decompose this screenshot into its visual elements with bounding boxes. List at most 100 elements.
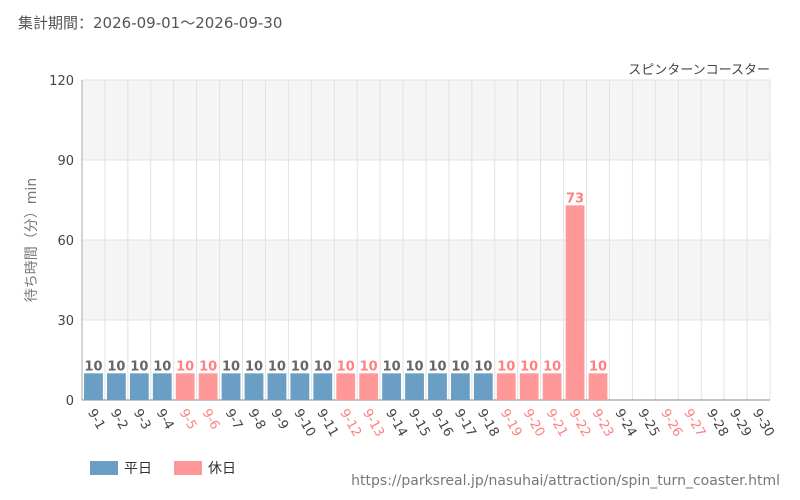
bar-9-16	[428, 373, 447, 400]
data-label-9-11: 10	[314, 359, 332, 374]
x-tick-label-9-17: 9-17	[451, 407, 479, 440]
data-label-9-19: 10	[497, 359, 515, 374]
x-tick-label-9-7: 9-7	[222, 407, 246, 433]
period-label: 集計期間：	[18, 14, 94, 32]
bar-9-9	[267, 373, 287, 400]
x-tick-label-9-14: 9-14	[382, 407, 410, 440]
y-tick-label: 120	[49, 74, 74, 89]
legend-swatch-holiday	[174, 461, 202, 475]
x-tick-label-9-4: 9-4	[153, 407, 177, 433]
x-tick-label-9-13: 9-13	[359, 407, 387, 440]
legend-label-holiday: 休日	[208, 461, 236, 477]
data-label-9-16: 10	[428, 359, 446, 374]
data-label-9-6: 10	[199, 359, 217, 374]
x-tick-label-9-30: 9-30	[749, 407, 777, 440]
data-label-9-20: 10	[520, 359, 538, 374]
x-tick-label-9-29: 9-29	[726, 407, 754, 440]
data-label-9-15: 10	[405, 359, 423, 374]
bar-9-8	[244, 373, 264, 400]
bar-9-23	[588, 373, 608, 400]
x-tick-label-9-27: 9-27	[680, 407, 708, 440]
bar-9-13	[359, 373, 379, 400]
bar-9-7	[221, 373, 241, 400]
legend-swatch-weekday	[90, 461, 118, 475]
bar-9-4	[152, 373, 172, 400]
data-label-9-2: 10	[107, 359, 125, 374]
x-tick-label-9-25: 9-25	[634, 407, 662, 440]
bar-9-2	[106, 373, 126, 400]
y-axis-label: 待ち時間（分）min	[24, 178, 40, 302]
x-tick-label-9-23: 9-23	[589, 407, 617, 440]
bar-9-6	[198, 373, 218, 400]
bar-9-12	[336, 373, 356, 400]
x-tick-label-9-3: 9-3	[130, 407, 154, 433]
x-tick-label-9-16: 9-16	[428, 407, 456, 440]
bar-9-19	[496, 373, 516, 400]
data-label-9-18: 10	[474, 359, 492, 374]
y-tick-label: 30	[57, 314, 74, 329]
source-url[interactable]: https://parksreal.jp/nasuhai/attraction/…	[351, 473, 780, 489]
data-label-9-10: 10	[291, 359, 309, 374]
x-tick-label-9-2: 9-2	[107, 407, 131, 433]
y-tick-labels: 0 30 60 90 120	[49, 74, 74, 409]
legend-label-weekday: 平日	[124, 461, 152, 477]
bar-9-14	[382, 373, 402, 400]
x-tick-label-9-21: 9-21	[543, 407, 571, 440]
data-label-9-7: 10	[222, 359, 240, 374]
bar-9-21	[542, 373, 562, 400]
bar-9-15	[405, 373, 424, 400]
x-tick-label-9-24: 9-24	[611, 407, 639, 440]
bars	[84, 205, 608, 400]
data-label-9-23: 10	[589, 359, 607, 374]
x-tick-label-9-12: 9-12	[336, 407, 364, 440]
bar-9-18	[473, 373, 493, 400]
data-label-9-12: 10	[337, 359, 355, 374]
bar-9-11	[313, 373, 333, 400]
grid-lines	[81, 79, 771, 401]
period-header: 集計期間：2026-09-01～2026-09-30	[18, 12, 282, 33]
data-label-9-21: 10	[543, 359, 561, 374]
x-tick-label-9-5: 9-5	[176, 407, 200, 433]
x-tick-label-9-28: 9-28	[703, 407, 731, 440]
x-tick-label-9-1: 9-1	[84, 407, 108, 433]
data-label-9-5: 10	[176, 359, 194, 374]
x-tick-label-9-10: 9-10	[290, 407, 318, 440]
legend-item-weekday[interactable]: 平日	[90, 458, 152, 478]
data-label-9-9: 10	[268, 359, 286, 374]
data-label-9-4: 10	[153, 359, 171, 374]
bar-9-1	[84, 373, 103, 400]
x-tick-label-9-22: 9-22	[566, 407, 594, 440]
data-label-9-22: 73	[566, 191, 584, 206]
axes	[81, 80, 770, 401]
bar-9-10	[290, 373, 310, 400]
y-tick-label: 60	[57, 234, 74, 249]
y-tick-label: 90	[57, 154, 74, 169]
x-tick-label-9-19: 9-19	[497, 407, 525, 440]
x-tick-label-9-9: 9-9	[267, 407, 291, 433]
x-tick-label-9-18: 9-18	[474, 407, 502, 440]
data-labels: 10 10 10 10 10 10 10 10 10 10 10 10 10 10 10 10 10 10 10 10…	[84, 191, 607, 374]
data-label-9-13: 10	[360, 359, 378, 374]
period-range: 2026-09-01～2026-09-30	[93, 14, 283, 32]
bar-9-17	[450, 373, 470, 400]
legend-item-holiday[interactable]: 休日	[174, 458, 236, 478]
x-tick-label-9-20: 9-20	[520, 407, 548, 440]
bar-9-5	[175, 373, 195, 400]
x-tick-label-9-6: 9-6	[199, 407, 223, 433]
chart-title: スピンターンコースター	[628, 63, 770, 78]
data-label-9-14: 10	[383, 359, 401, 374]
x-tick-labels: 9-1 9-2 9-3 9-4 9-5 9-6 9-7 9-8 9-9 9-109-119-129…	[84, 407, 777, 440]
data-label-9-8: 10	[245, 359, 263, 374]
bar-9-22	[565, 205, 585, 400]
x-tick-label-9-8: 9-8	[245, 407, 269, 433]
bar-9-3	[129, 373, 149, 400]
legend: 平日 休日	[90, 458, 236, 478]
x-tick-label-9-26: 9-26	[657, 407, 685, 440]
data-label-9-3: 10	[130, 359, 148, 374]
y-tick-label: 0	[66, 394, 74, 409]
x-tick-label-9-11: 9-11	[313, 407, 341, 440]
bar-9-20	[519, 373, 539, 400]
data-label-9-17: 10	[451, 359, 469, 374]
data-label-9-1: 10	[84, 359, 102, 374]
